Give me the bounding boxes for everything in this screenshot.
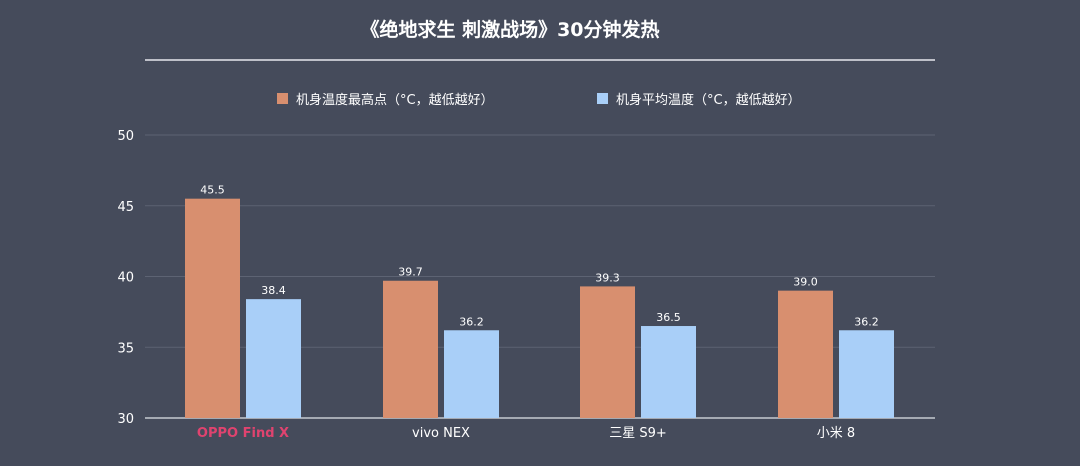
y-tick-label: 40 xyxy=(117,271,134,286)
bar-max-0 xyxy=(185,198,240,418)
value-label: 38.4 xyxy=(261,284,286,297)
legend-swatch-max xyxy=(277,93,288,104)
x-tick-label: 三星 S9+ xyxy=(609,426,667,441)
bar-max-1 xyxy=(383,280,438,418)
bar-avg-2 xyxy=(641,326,696,418)
bar-avg-1 xyxy=(444,330,499,418)
chart-legend: 机身温度最高点（°C，越低越好） 机身平均温度（°C，越低越好） xyxy=(277,92,801,108)
bar-max-3 xyxy=(778,290,833,418)
bar-avg-0 xyxy=(246,299,301,418)
x-tick-label: OPPO Find X xyxy=(197,426,289,441)
y-tick-label: 50 xyxy=(117,129,134,144)
chart-title: 《绝地求生 刺激战场》30分钟发热 xyxy=(360,18,659,41)
legend-label-avg: 机身平均温度（°C，越低越好） xyxy=(616,92,801,108)
value-labels: 45.5 38.4 39.7 36.2 39.3 36.5 39.0 36.2 xyxy=(200,184,879,329)
x-tick-label: vivo NEX xyxy=(412,426,470,441)
legend-label-max: 机身温度最高点（°C，越低越好） xyxy=(296,92,494,108)
y-axis: 30 35 40 45 50 xyxy=(117,129,134,427)
legend-swatch-avg xyxy=(597,93,608,104)
y-tick-label: 30 xyxy=(117,412,134,427)
x-axis: OPPO Find X vivo NEX 三星 S9+ 小米 8 xyxy=(197,426,855,441)
bars xyxy=(185,198,894,418)
value-label: 39.3 xyxy=(595,271,620,284)
value-label: 39.0 xyxy=(793,276,818,289)
y-tick-label: 45 xyxy=(117,200,134,215)
value-label: 45.5 xyxy=(200,184,225,197)
value-label: 36.2 xyxy=(854,315,879,328)
y-tick-label: 35 xyxy=(117,341,134,356)
value-label: 39.7 xyxy=(398,266,423,279)
value-label: 36.5 xyxy=(656,311,681,324)
bar-avg-3 xyxy=(839,330,894,418)
x-tick-label: 小米 8 xyxy=(817,426,855,441)
value-label: 36.2 xyxy=(459,315,484,328)
bar-max-2 xyxy=(580,286,635,418)
